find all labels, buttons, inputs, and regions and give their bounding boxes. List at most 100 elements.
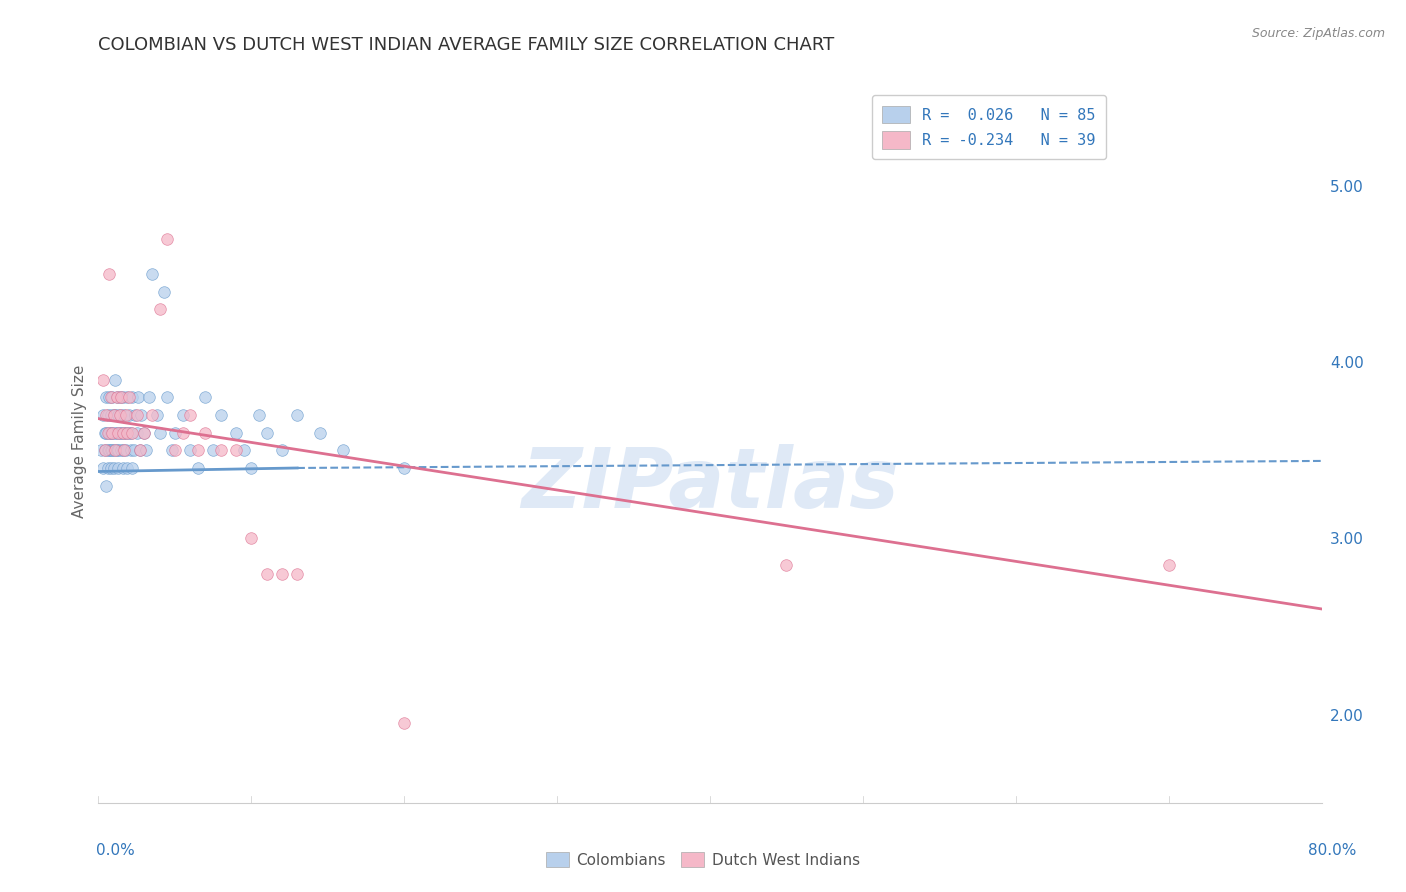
Point xyxy=(145,408,167,422)
Point xyxy=(91,461,114,475)
Point xyxy=(98,443,121,458)
Point xyxy=(107,443,129,458)
Point xyxy=(285,408,308,422)
Point xyxy=(179,443,201,458)
Point xyxy=(118,425,141,440)
Point xyxy=(98,267,121,281)
Point xyxy=(163,443,186,458)
Point xyxy=(107,425,129,440)
Point xyxy=(121,391,143,405)
Point xyxy=(122,443,145,458)
Point xyxy=(91,408,114,422)
Point xyxy=(118,408,141,422)
Point xyxy=(179,408,201,422)
Point xyxy=(108,408,131,422)
Point xyxy=(127,391,149,405)
Point xyxy=(117,425,139,440)
Text: Source: ZipAtlas.com: Source: ZipAtlas.com xyxy=(1251,27,1385,40)
Point xyxy=(209,443,232,458)
Point xyxy=(105,391,128,405)
Point xyxy=(332,443,354,458)
Point xyxy=(187,443,209,458)
Point xyxy=(141,267,163,281)
Point xyxy=(110,408,132,422)
Point xyxy=(118,391,141,405)
Point xyxy=(149,302,172,317)
Point xyxy=(105,443,128,458)
Text: COLOMBIAN VS DUTCH WEST INDIAN AVERAGE FAMILY SIZE CORRELATION CHART: COLOMBIAN VS DUTCH WEST INDIAN AVERAGE F… xyxy=(98,36,835,54)
Point xyxy=(149,425,172,440)
Point xyxy=(107,461,129,475)
Point xyxy=(194,425,217,440)
Point xyxy=(110,425,132,440)
Point xyxy=(128,443,150,458)
Point xyxy=(134,425,156,440)
Point xyxy=(111,425,134,440)
Point xyxy=(100,461,122,475)
Point xyxy=(270,443,292,458)
Point xyxy=(103,461,125,475)
Legend: R =  0.026   N = 85, R = -0.234   N = 39: R = 0.026 N = 85, R = -0.234 N = 39 xyxy=(872,95,1107,160)
Point xyxy=(156,391,179,405)
Point xyxy=(94,478,117,492)
Point xyxy=(121,425,143,440)
Point xyxy=(100,425,122,440)
Point xyxy=(128,443,150,458)
Point xyxy=(111,391,134,405)
Point xyxy=(285,566,308,581)
Point xyxy=(225,425,247,440)
Point xyxy=(160,443,183,458)
Point xyxy=(1157,558,1180,572)
Point xyxy=(100,408,122,422)
Point xyxy=(209,408,232,422)
Point xyxy=(120,443,142,458)
Point xyxy=(156,232,179,246)
Point xyxy=(775,558,797,572)
Point xyxy=(117,391,139,405)
Point xyxy=(153,285,176,299)
Point xyxy=(240,461,263,475)
Point xyxy=(94,391,117,405)
Point xyxy=(98,425,121,440)
Point xyxy=(101,425,124,440)
Point xyxy=(97,461,120,475)
Point xyxy=(100,391,122,405)
Point xyxy=(115,443,138,458)
Point xyxy=(103,443,125,458)
Point xyxy=(100,443,122,458)
Point xyxy=(111,461,134,475)
Point xyxy=(163,425,186,440)
Text: 0.0%: 0.0% xyxy=(96,843,135,858)
Point xyxy=(104,425,127,440)
Point xyxy=(125,408,148,422)
Point xyxy=(91,373,114,387)
Point xyxy=(108,391,131,405)
Point xyxy=(97,408,120,422)
Point xyxy=(90,443,112,458)
Point xyxy=(110,391,132,405)
Point xyxy=(112,408,135,422)
Point xyxy=(110,443,132,458)
Point xyxy=(97,425,120,440)
Point xyxy=(240,532,263,546)
Point xyxy=(172,425,194,440)
Point xyxy=(120,425,142,440)
Point xyxy=(187,461,209,475)
Point xyxy=(94,425,117,440)
Point xyxy=(104,443,127,458)
Point xyxy=(172,408,194,422)
Point xyxy=(108,425,131,440)
Point xyxy=(141,408,163,422)
Point xyxy=(121,461,143,475)
Point xyxy=(105,425,128,440)
Y-axis label: Average Family Size: Average Family Size xyxy=(72,365,87,518)
Point xyxy=(101,443,124,458)
Point xyxy=(111,443,134,458)
Point xyxy=(270,566,292,581)
Point xyxy=(115,425,138,440)
Point xyxy=(134,425,156,440)
Point xyxy=(129,408,152,422)
Point xyxy=(225,443,247,458)
Point xyxy=(93,425,115,440)
Point xyxy=(97,443,120,458)
